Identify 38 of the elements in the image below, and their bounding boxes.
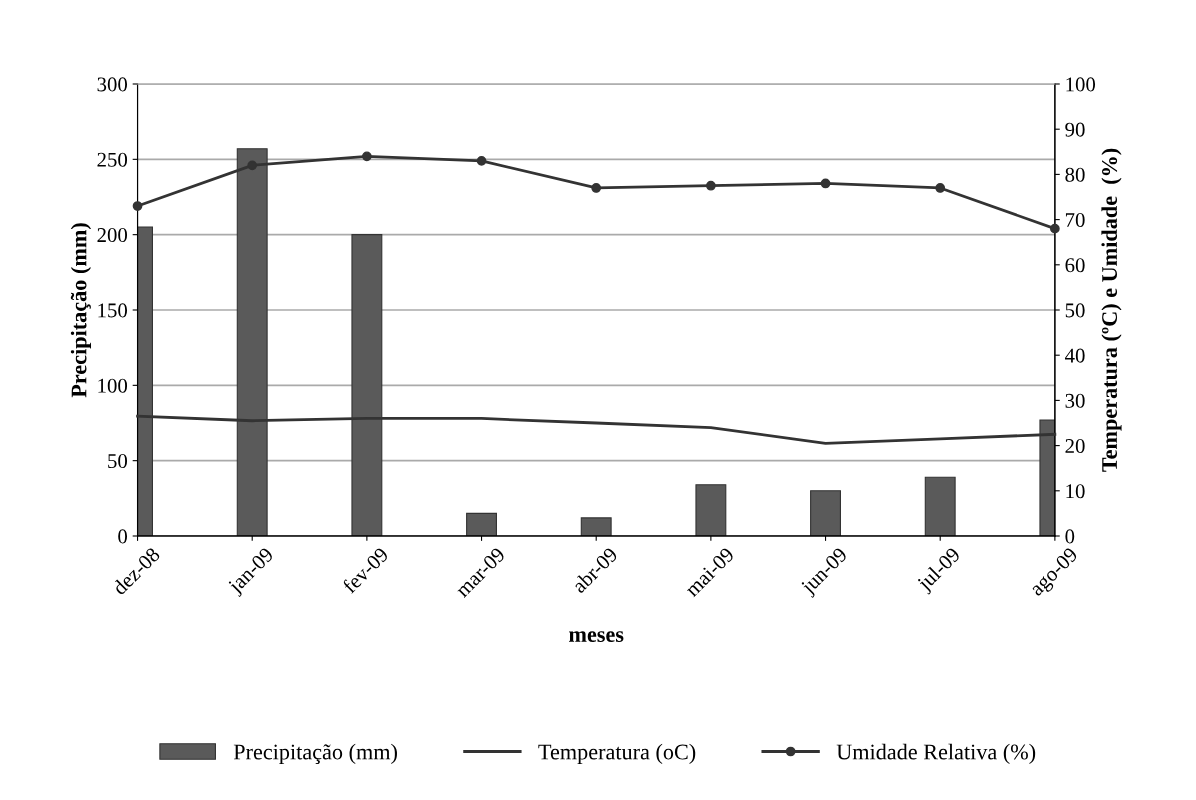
bar <box>466 512 498 536</box>
x-axis-title: meses <box>569 631 624 642</box>
y2-tick-label: 90 <box>1065 122 1085 137</box>
legend-label: Precipitação (mm) <box>233 743 397 764</box>
bar <box>924 476 956 536</box>
y2-tick-label: 60 <box>1065 258 1085 273</box>
legend-label: Temperatura (oC) <box>538 743 696 764</box>
y2-axis-title: Temperatura (ºC) e Umidade (%) <box>1101 148 1122 472</box>
y-tick-label: 100 <box>98 378 128 393</box>
y-tick-label: 250 <box>97 152 128 167</box>
y-tick-label: 200 <box>97 228 128 243</box>
y-tick-label: 150 <box>98 303 128 318</box>
y2-tick-label: 10 <box>1066 484 1085 499</box>
y2-tick-label: 40 <box>1065 348 1085 363</box>
y2-tick-label: 50 <box>1065 303 1085 318</box>
point <box>706 180 716 191</box>
y2-tick-label: 30 <box>1065 393 1085 408</box>
y2-tick-label: 70 <box>1065 212 1085 228</box>
point <box>247 160 258 171</box>
y-tick-label: 50 <box>108 454 128 469</box>
y-axis-title: Precipitação (mm) <box>70 223 92 398</box>
y-tick-label: 300 <box>97 77 128 92</box>
y2-tick-label: 80 <box>1065 167 1085 182</box>
point <box>476 155 487 166</box>
y2-tick-label: 100 <box>1066 77 1096 92</box>
point <box>1050 223 1060 234</box>
y2-tick-label: 20 <box>1065 438 1085 454</box>
bar <box>810 490 842 536</box>
point <box>591 183 602 193</box>
y2-tick-label: 0 <box>1065 529 1075 544</box>
bar <box>695 484 727 536</box>
point <box>132 201 143 211</box>
legend-label: Umidade Relativa (%) <box>836 743 1036 764</box>
point <box>362 151 372 162</box>
y-tick-label: 0 <box>118 529 128 544</box>
bar <box>580 517 612 536</box>
point <box>935 183 946 193</box>
point <box>820 178 831 189</box>
